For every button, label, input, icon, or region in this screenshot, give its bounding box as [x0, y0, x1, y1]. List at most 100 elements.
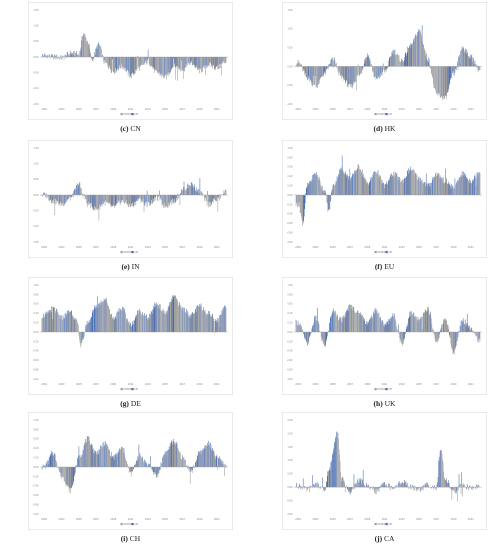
down-bar: [436, 175, 437, 195]
down-bar: [312, 66, 313, 87]
up-bar: [421, 25, 423, 67]
up-bar: [346, 174, 348, 195]
down-bar: [327, 66, 329, 70]
down-bar: [401, 181, 402, 195]
down-bar: [318, 179, 319, 195]
up-bar: [66, 195, 68, 200]
up-bar: [204, 444, 206, 467]
down-bar: [90, 53, 91, 57]
down-bar: [476, 185, 477, 195]
down-bar: [42, 467, 43, 470]
up-bar: [187, 183, 188, 195]
down-bar: [371, 317, 372, 332]
down-bar: [394, 319, 396, 332]
down-bar: [132, 195, 134, 208]
down-bar: [111, 314, 112, 332]
down-bar: [300, 195, 302, 216]
down-bar: [447, 66, 449, 93]
up-bar: [442, 323, 444, 332]
down-bar: [175, 444, 177, 467]
down-bar: [425, 186, 426, 195]
up-bar: [400, 332, 401, 340]
down-bar: [329, 195, 330, 211]
up-bar: [308, 183, 309, 195]
down-bar: [314, 175, 316, 195]
down-bar: [469, 486, 471, 488]
down-bar: [212, 195, 213, 202]
down-bar: [303, 66, 304, 72]
down-bar: [153, 57, 155, 73]
up-bar: [453, 332, 454, 353]
down-bar: [334, 185, 336, 195]
down-bar: [180, 57, 182, 72]
up-bar: [108, 195, 110, 203]
down-bar: [411, 170, 412, 195]
up-bar: [137, 56, 138, 57]
x-tick-label: 2017: [179, 382, 185, 386]
x-tick-label: 2015: [162, 517, 168, 521]
up-bar: [159, 190, 160, 195]
up-bar: [308, 332, 309, 342]
up-bar: [211, 195, 213, 202]
up-bar: [379, 175, 380, 195]
down-bar: [82, 36, 84, 57]
down-bar: [389, 320, 390, 332]
down-bar: [101, 195, 103, 207]
down-bar: [316, 66, 317, 88]
down-bar: [127, 57, 128, 71]
down-bar: [347, 310, 349, 332]
down-bar: [50, 57, 51, 59]
down-bar: [183, 307, 184, 332]
up-bar: [187, 57, 189, 64]
down-bar: [179, 451, 180, 467]
down-bar: [96, 48, 97, 57]
legend-up-swatch: [385, 388, 388, 391]
up-bar: [92, 195, 94, 208]
down-bar: [423, 44, 424, 67]
up-bar: [64, 317, 65, 332]
down-bar: [459, 63, 461, 67]
down-bar: [63, 467, 65, 482]
up-bar: [418, 28, 420, 67]
up-bar: [77, 183, 78, 195]
down-bar: [186, 189, 187, 195]
down-bar: [145, 315, 146, 332]
down-bar: [172, 444, 174, 467]
down-bar: [53, 195, 54, 200]
down-bar: [107, 306, 109, 332]
up-bar: [347, 487, 349, 489]
up-bar: [320, 66, 322, 77]
up-bar: [323, 66, 325, 74]
up-bar: [338, 66, 340, 71]
down-bar: [433, 176, 434, 195]
down-bar: [79, 459, 80, 467]
down-bar: [391, 486, 393, 488]
down-bar: [214, 455, 216, 467]
up-bar: [225, 57, 226, 63]
up-bar: [410, 43, 411, 67]
down-bar: [74, 51, 75, 57]
up-bar: [200, 303, 202, 332]
up-bar: [311, 179, 313, 195]
x-tick-label: 2019: [451, 107, 457, 111]
up-bar: [69, 195, 70, 197]
down-bar: [371, 65, 373, 67]
down-bar: [42, 317, 44, 332]
down-bar: [129, 195, 130, 206]
down-bar: [420, 180, 422, 195]
y-tick-label: 0.20: [287, 184, 293, 188]
up-bar: [315, 483, 316, 488]
up-bar: [82, 449, 84, 467]
up-bar: [116, 57, 118, 70]
up-bar: [329, 467, 331, 488]
up-bar: [44, 314, 46, 332]
up-bar: [406, 53, 408, 67]
down-bar: [133, 324, 135, 332]
up-bar: [188, 315, 190, 332]
down-bar: [449, 332, 450, 337]
up-bar: [474, 60, 476, 67]
down-bar: [451, 188, 453, 195]
up-bar: [360, 312, 361, 332]
down-bar: [88, 45, 89, 57]
down-bar: [122, 447, 123, 467]
